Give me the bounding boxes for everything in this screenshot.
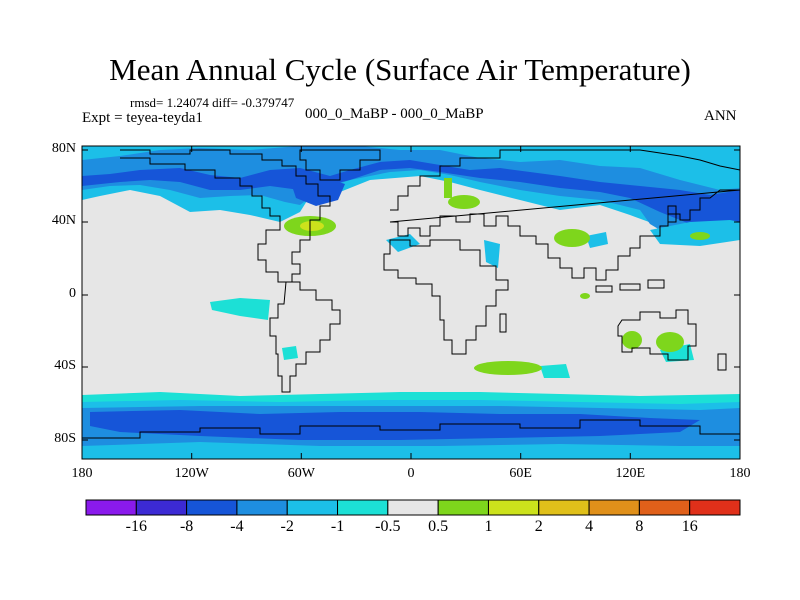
coastline-africa: [383, 239, 509, 355]
colorbar-swatch: [85, 499, 137, 516]
colorbar-label: 1: [484, 518, 493, 535]
south-indian-warm-patch: [474, 361, 542, 375]
colorbar-swatch: [437, 499, 489, 516]
lon-label-120w: 120W: [174, 466, 209, 481]
colorbar-swatch: [588, 499, 640, 516]
colorbar-swatch: [337, 499, 389, 516]
gulf-stream-warm-core: [300, 221, 324, 231]
colorbar-swatch: [135, 499, 188, 516]
colorbar: [85, 499, 741, 516]
antarctic-pale-band: [82, 442, 740, 459]
arctic-anomaly-medium: [82, 146, 740, 238]
lat-label-80s: 80S: [54, 431, 76, 446]
australia-warm-patch-west: [622, 331, 642, 349]
scandinavia-warm-patch: [444, 178, 452, 198]
australia-warm-patch-east: [656, 332, 684, 352]
lon-label-60w: 60W: [287, 466, 315, 481]
coastlines: [82, 149, 741, 439]
colorbar-label: 8: [635, 518, 644, 535]
south-atlantic-patch: [282, 346, 298, 360]
colorbar-label: -8: [179, 518, 194, 535]
lat-label-40n: 40N: [51, 213, 76, 228]
coastline-australia: [617, 309, 697, 361]
colorbar-swatch: [638, 499, 691, 516]
lon-label-0: 0: [407, 466, 415, 481]
colorbar-swatch: [487, 499, 540, 516]
coastline-antarctica: [82, 419, 740, 439]
colorbar-label: -0.5: [375, 518, 401, 535]
coastline-new-zealand: [717, 353, 727, 371]
colorbar-label: -2: [280, 518, 294, 535]
colorbar-swatch: [286, 499, 339, 516]
axis-ticks: [81, 146, 741, 459]
coastline-south-america: [269, 281, 341, 393]
south-indian-patch: [540, 364, 570, 378]
colorbar-label: 16: [681, 518, 698, 535]
colorbar-swatch: [689, 499, 741, 516]
lon-label-60e: 60E: [509, 466, 532, 481]
lat-label-80n: 80N: [51, 141, 76, 156]
colorbar-label: -16: [125, 518, 147, 535]
map-panel: [81, 145, 741, 460]
mediterranean-patch: [386, 234, 420, 252]
coastline-north-america: [120, 149, 331, 283]
east-asia-patch: [586, 232, 608, 248]
colorbar-label: 2: [534, 518, 543, 535]
pacific-warm-patch: [690, 232, 710, 240]
chart-title: Mean Annual Cycle (Surface Air Temperatu…: [109, 52, 691, 87]
central-asia-warm-patch: [554, 229, 590, 247]
lat-label-0: 0: [69, 286, 76, 301]
coastline-indonesia: [595, 279, 665, 293]
southern-pacific-warm-dot: [580, 293, 590, 299]
southern-ocean-strong: [90, 410, 700, 440]
colorbar-swatch: [236, 499, 288, 516]
tropical-pacific-patch: [210, 298, 270, 320]
colorbar-label: 0.5: [428, 518, 449, 535]
colorbar-label: -4: [230, 518, 244, 535]
red-sea-patch: [484, 240, 500, 268]
colorbar-label: -1: [330, 518, 345, 535]
lat-label-40s: 40S: [54, 358, 76, 373]
season-label: ANN: [704, 108, 737, 124]
arctic-anomaly-strong: [82, 160, 740, 228]
case-label: 000_0_MaBP - 000_0_MaBP: [305, 106, 484, 122]
colorbar-swatch: [538, 499, 590, 516]
experiment-label: Expt = teyea-teyda1: [82, 110, 203, 126]
coastline-japan: [667, 205, 677, 223]
north-africa-warm-patch: [448, 195, 480, 209]
lon-label-180e: 180: [729, 466, 751, 481]
colorbar-swatch: [186, 499, 238, 516]
lon-label-180w: 180: [71, 466, 93, 481]
lon-label-120e: 120E: [615, 466, 646, 481]
colorbar-swatch: [387, 499, 439, 516]
coastline-madagascar: [499, 313, 507, 333]
coastline-greenland: [299, 149, 381, 181]
colorbar-label: 4: [585, 518, 594, 535]
stats-text: rmsd= 1.24074 diff= -0.379747: [130, 95, 295, 110]
